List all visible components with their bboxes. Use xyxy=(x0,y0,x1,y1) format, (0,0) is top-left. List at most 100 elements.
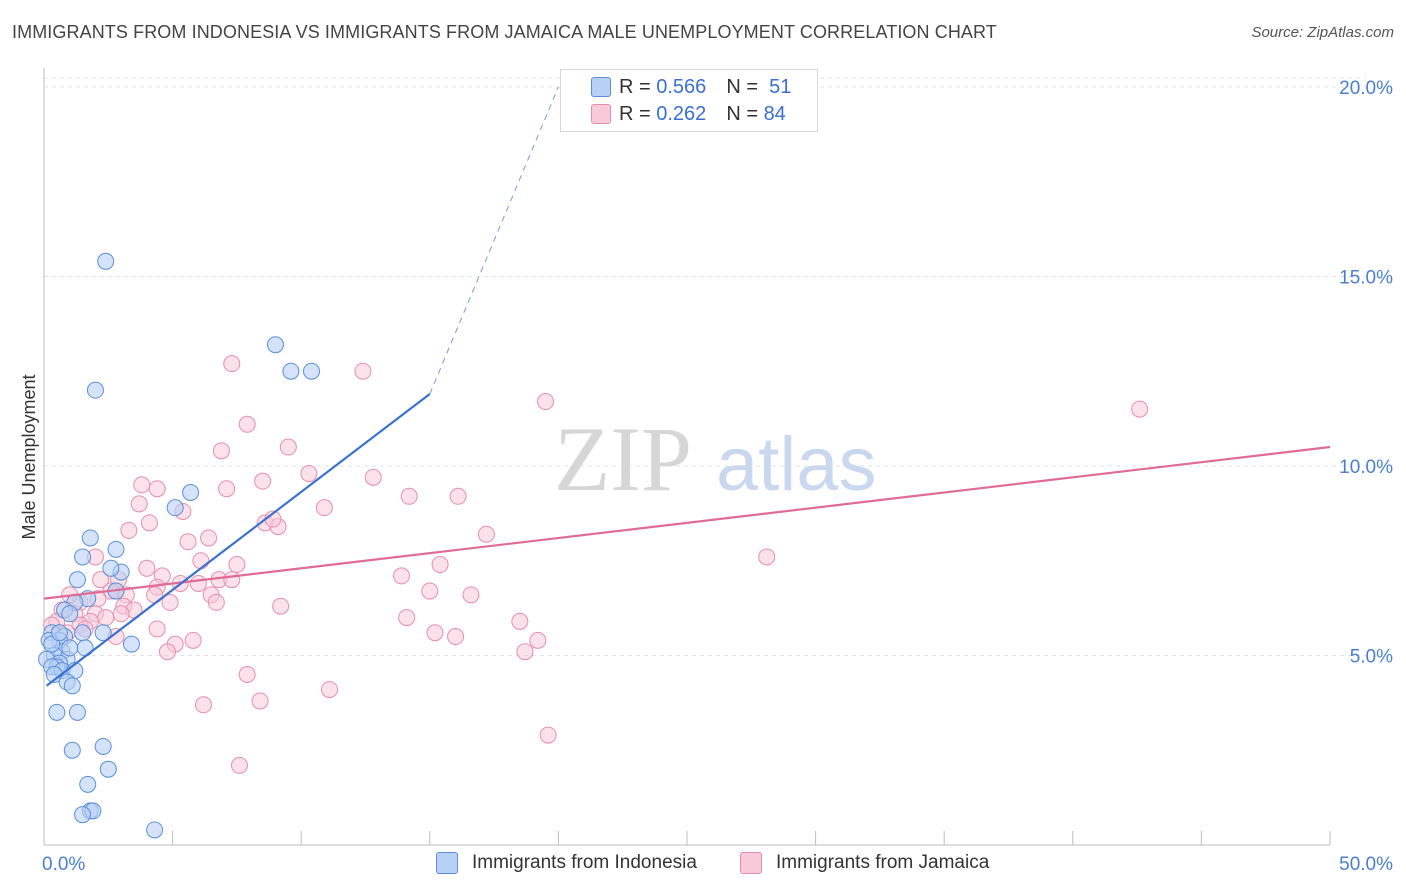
data-point-jamaica xyxy=(133,476,151,494)
data-point-jamaica xyxy=(218,480,236,498)
data-point-jamaica xyxy=(516,643,534,661)
data-point-jamaica xyxy=(431,556,449,574)
legend-swatch-indonesia xyxy=(591,77,611,97)
data-point-jamaica xyxy=(223,571,241,589)
data-point-jamaica xyxy=(207,593,225,611)
data-point-indonesia xyxy=(79,775,97,793)
data-point-jamaica xyxy=(300,465,318,483)
data-point-jamaica xyxy=(230,756,248,774)
data-point-jamaica xyxy=(1131,400,1149,418)
x-tick-label: 0.0% xyxy=(42,854,85,875)
data-point-jamaica xyxy=(537,393,555,411)
jamaica-points xyxy=(43,355,1149,774)
data-point-jamaica xyxy=(97,609,115,627)
data-point-jamaica xyxy=(148,480,166,498)
trend-lines xyxy=(43,86,1331,687)
legend-n-label: N = xyxy=(726,75,758,98)
data-point-jamaica xyxy=(758,548,776,566)
data-point-indonesia xyxy=(74,548,92,566)
data-point-jamaica xyxy=(272,597,290,615)
data-point-indonesia xyxy=(74,624,92,642)
data-point-jamaica xyxy=(223,355,241,373)
data-point-jamaica xyxy=(120,521,138,539)
watermark-atlas: atlas xyxy=(716,422,877,507)
legend-label-indonesia: Immigrants from Indonesia xyxy=(472,852,697,873)
data-point-jamaica xyxy=(315,499,333,517)
data-point-jamaica xyxy=(279,438,297,456)
watermark: ZIP atlas xyxy=(554,408,877,510)
data-point-jamaica xyxy=(192,552,210,570)
data-point-indonesia xyxy=(50,624,68,642)
data-point-jamaica xyxy=(477,525,495,543)
data-point-indonesia xyxy=(86,381,104,399)
data-point-indonesia xyxy=(61,639,79,657)
legend-r-value: 0.566 xyxy=(656,75,707,98)
data-point-indonesia xyxy=(97,252,115,270)
trend-line-jamaica xyxy=(43,445,1331,600)
trend-line-indonesia-extension xyxy=(429,86,559,395)
data-point-indonesia xyxy=(61,605,79,623)
y-tick-label: 5.0% xyxy=(1350,646,1393,667)
data-point-jamaica xyxy=(212,442,230,460)
watermark-zip: ZIP xyxy=(554,408,692,510)
data-point-indonesia xyxy=(99,760,117,778)
data-point-jamaica xyxy=(194,696,212,714)
data-point-jamaica xyxy=(158,643,176,661)
data-point-indonesia xyxy=(166,499,184,517)
data-point-jamaica xyxy=(511,612,529,630)
data-point-jamaica xyxy=(138,559,156,577)
legend-row-jamaica: R = 0.262 N = 84 xyxy=(591,101,786,127)
data-point-jamaica xyxy=(364,468,382,486)
data-point-jamaica xyxy=(426,624,444,642)
data-point-indonesia xyxy=(182,484,200,502)
data-point-jamaica xyxy=(539,726,557,744)
x-tick-labels: 0.0% 50.0% xyxy=(42,854,1393,875)
data-point-jamaica xyxy=(238,665,256,683)
data-point-jamaica xyxy=(398,609,416,627)
data-point-jamaica xyxy=(354,362,372,380)
data-point-jamaica xyxy=(320,681,338,699)
legend-label-jamaica: Immigrants from Jamaica xyxy=(776,852,990,873)
data-point-indonesia xyxy=(107,540,125,558)
data-point-indonesia xyxy=(48,703,66,721)
legend-r-label: R = xyxy=(619,102,651,125)
data-point-indonesia xyxy=(74,806,92,824)
x-tick-label: 50.0% xyxy=(1339,854,1393,875)
data-point-jamaica xyxy=(112,605,130,623)
data-point-jamaica xyxy=(148,620,166,638)
legend-row-indonesia: R = 0.566 N = 51 xyxy=(591,74,791,100)
data-point-indonesia xyxy=(63,741,81,759)
data-point-indonesia xyxy=(68,703,86,721)
data-point-indonesia xyxy=(302,362,320,380)
data-point-indonesia xyxy=(63,677,81,695)
data-point-jamaica xyxy=(449,487,467,505)
legend-n-value: 84 xyxy=(763,102,786,125)
legend-item-indonesia[interactable]: Immigrants from Indonesia xyxy=(436,852,697,874)
legend-n-label: N = xyxy=(726,102,758,125)
axes xyxy=(43,68,1331,846)
data-point-jamaica xyxy=(189,574,207,592)
data-point-indonesia xyxy=(102,559,120,577)
y-tick-label: 15.0% xyxy=(1339,267,1393,288)
data-point-jamaica xyxy=(251,692,269,710)
data-point-jamaica xyxy=(200,529,218,547)
y-tick-label: 20.0% xyxy=(1339,78,1393,99)
data-point-jamaica xyxy=(393,567,411,585)
legend-swatch-jamaica xyxy=(591,104,611,124)
data-point-jamaica xyxy=(184,631,202,649)
data-point-jamaica xyxy=(179,533,197,551)
data-point-jamaica xyxy=(462,586,480,604)
data-point-jamaica xyxy=(161,593,179,611)
legend-r-label: R = xyxy=(619,75,651,98)
legend-item-jamaica[interactable]: Immigrants from Jamaica xyxy=(740,852,989,874)
chart-title: IMMIGRANTS FROM INDONESIA VS IMMIGRANTS … xyxy=(12,22,997,42)
y-tick-labels: 5.0% 10.0% 15.0% 20.0% xyxy=(1339,78,1393,668)
data-point-jamaica xyxy=(228,556,246,574)
data-point-indonesia xyxy=(146,821,164,839)
data-point-jamaica xyxy=(421,582,439,600)
data-point-indonesia xyxy=(282,362,300,380)
data-point-indonesia xyxy=(94,737,112,755)
correlation-legend: R = 0.566 N = 51 R = 0.262 N = 84 xyxy=(560,69,818,132)
source-label: Source: ZipAtlas.com xyxy=(1251,24,1394,41)
